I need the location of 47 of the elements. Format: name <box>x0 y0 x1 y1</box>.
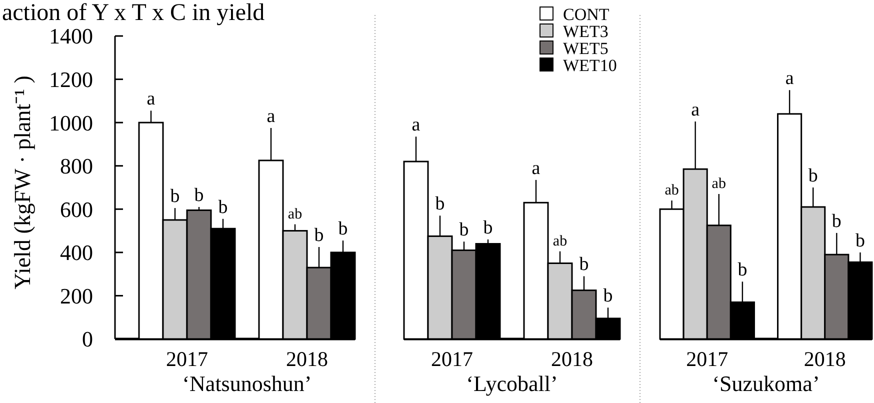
legend-label: CONT <box>563 4 610 24</box>
x-tick-label: 2017 <box>686 347 728 371</box>
data-label: b <box>170 186 180 208</box>
y-tick-label: 1000 <box>49 110 93 136</box>
x-axis-title: ‘Suzukoma’ <box>712 371 820 396</box>
x-axis-title: ‘Natsunoshun’ <box>182 371 312 396</box>
y-axis-title: Yield (kgFW · plant⁻¹ ) <box>10 76 35 290</box>
x-tick-label: 2017 <box>431 347 473 371</box>
data-label: ab <box>552 233 568 250</box>
y-tick-label: 600 <box>60 196 93 222</box>
y-tick-label: 1400 <box>49 24 93 49</box>
data-label: ab <box>664 182 679 198</box>
data-label: a <box>691 99 700 120</box>
data-label: a <box>785 68 794 90</box>
data-label: b <box>338 218 348 240</box>
legend-label: WET5 <box>563 38 608 58</box>
data-label: b <box>855 230 865 252</box>
y-tick-label: 400 <box>60 240 93 266</box>
y-tick-label: 800 <box>60 154 93 179</box>
y-tick-label: 0 <box>82 326 93 352</box>
legend-label: WET3 <box>563 22 608 41</box>
data-label: b <box>579 254 589 276</box>
chart-title: action of Y x T x C in yield <box>2 0 265 26</box>
data-label: ab <box>288 206 302 222</box>
x-tick-label: 2017 <box>166 347 208 371</box>
data-label: b <box>218 196 228 218</box>
data-label: a <box>146 88 156 110</box>
x-axis-title: ‘Lycoball’ <box>466 371 558 396</box>
x-tick-label: 2018 <box>286 347 328 371</box>
data-label: a <box>266 106 276 127</box>
x-tick-label: 2018 <box>551 347 593 371</box>
data-label: b <box>483 217 493 238</box>
y-tick-label: 1200 <box>49 66 93 92</box>
data-label: b <box>459 220 469 241</box>
x-tick-label: 2018 <box>804 347 846 371</box>
data-label: b <box>603 286 613 307</box>
data-label: ab <box>712 176 726 192</box>
legend-label: WET10 <box>563 56 617 75</box>
data-label: a <box>532 158 541 179</box>
y-tick-label: 200 <box>60 283 93 308</box>
data-label: b <box>435 194 445 215</box>
data-label: b <box>832 210 842 232</box>
data-label: b <box>808 166 818 186</box>
data-label: b <box>738 260 748 281</box>
data-label: b <box>314 225 324 246</box>
data-label: b <box>194 184 204 206</box>
data-label: a <box>412 114 421 136</box>
